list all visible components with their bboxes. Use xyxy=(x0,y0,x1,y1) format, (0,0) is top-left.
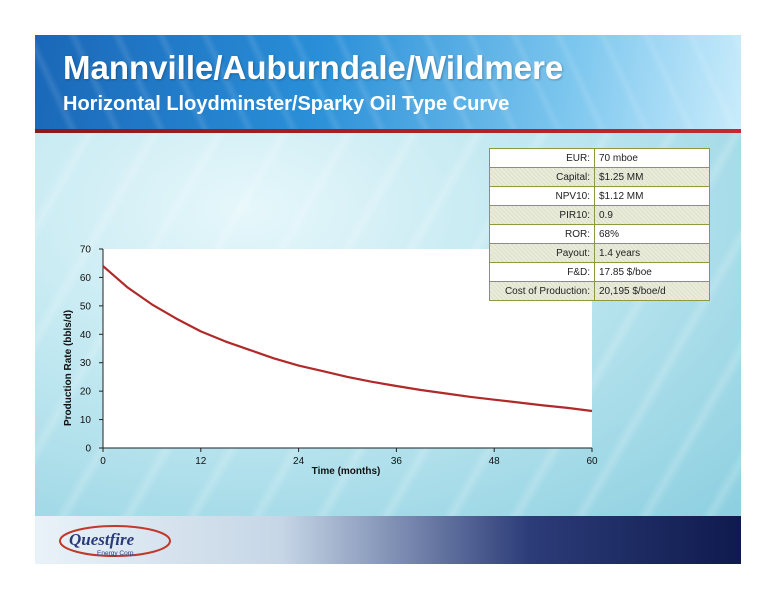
economics-label: Cost of Production: xyxy=(489,281,595,301)
economics-value: 20,195 $/boe/d xyxy=(594,281,710,301)
x-tick-label: 0 xyxy=(100,456,106,467)
economics-label: EUR: xyxy=(489,148,595,168)
y-tick-label: 10 xyxy=(80,415,92,426)
header-rays xyxy=(35,35,741,129)
economics-row: NPV10: $1.12 MM xyxy=(489,186,710,206)
slide-footer xyxy=(35,516,741,564)
questfire-logo: Questfire Energy Corp. xyxy=(59,525,171,557)
economics-value: 0.9 xyxy=(594,205,710,225)
economics-table: EUR: 70 mboe Capital: $1.25 MM NPV10: $1.12 M… xyxy=(489,148,710,301)
x-tick-label: 36 xyxy=(391,456,403,467)
economics-label: Payout: xyxy=(489,243,595,263)
y-tick-label: 20 xyxy=(80,387,92,398)
x-tick-label: 12 xyxy=(195,456,207,467)
y-tick-label: 60 xyxy=(80,273,92,284)
slide-subtitle: Horizontal Lloydminster/Sparky Oil Type … xyxy=(63,93,510,115)
y-tick-label: 70 xyxy=(80,245,92,256)
economics-label: PIR10: xyxy=(489,205,595,225)
type-curve-line xyxy=(102,265,593,413)
y-tick-label: 0 xyxy=(85,444,91,455)
economics-row: ROR: 68% xyxy=(489,224,710,244)
logo-name: Questfire xyxy=(69,530,135,549)
economics-row: Payout: 1.4 years xyxy=(489,243,710,263)
economics-value: 68% xyxy=(594,224,710,244)
economics-value: $1.12 MM xyxy=(594,186,710,206)
economics-value: 17.85 $/boe xyxy=(594,262,710,282)
economics-label: F&D: xyxy=(489,262,595,282)
logo-sub: Energy Corp. xyxy=(97,550,135,557)
economics-label: ROR: xyxy=(489,224,595,244)
y-tick-label: 50 xyxy=(80,301,92,312)
x-tick-label: 24 xyxy=(293,456,305,467)
y-tick-label: 40 xyxy=(80,330,92,341)
economics-label: Capital: xyxy=(489,167,595,187)
economics-row: PIR10: 0.9 xyxy=(489,205,710,225)
chart-series xyxy=(102,265,593,413)
y-tick-label: 30 xyxy=(80,358,92,369)
economics-value: $1.25 MM xyxy=(594,167,710,187)
economics-label: NPV10: xyxy=(489,186,595,206)
y-axis-label: Production Rate (bbls/d) xyxy=(63,310,74,426)
x-axis-label: Time (months) xyxy=(312,466,381,477)
economics-value: 1.4 years xyxy=(594,243,710,263)
slide-header xyxy=(35,35,741,129)
economics-row: F&D: 17.85 $/boe xyxy=(489,262,710,282)
x-tick-label: 60 xyxy=(586,456,598,467)
economics-value: 70 mboe xyxy=(594,148,710,168)
economics-row: Cost of Production: 20,195 $/boe/d xyxy=(489,281,710,301)
header-divider xyxy=(35,129,741,133)
economics-row: Capital: $1.25 MM xyxy=(489,167,710,187)
economics-row: EUR: 70 mboe xyxy=(489,148,710,168)
chart-axes: 0 10 20 30 40 50 60 70 0 12 24 36 48 60 xyxy=(80,245,598,468)
x-tick-label: 48 xyxy=(489,456,501,467)
slide-title: Mannville/Auburndale/Wildmere xyxy=(63,49,564,86)
